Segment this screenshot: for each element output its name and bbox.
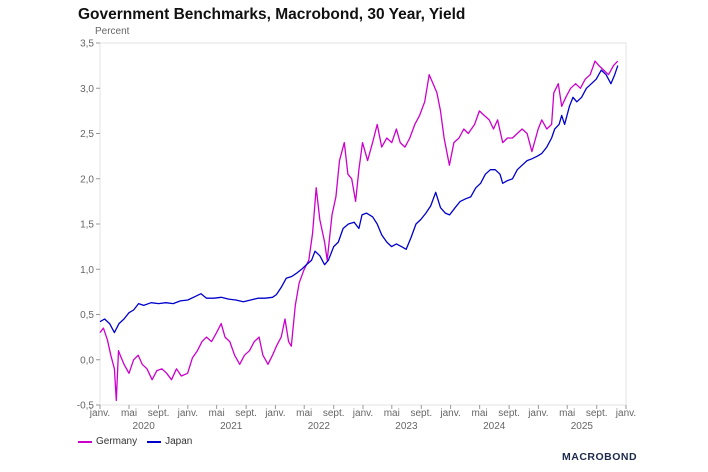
x-tick-label: mai xyxy=(296,408,312,419)
legend-label-germany: Germany xyxy=(96,436,138,447)
x-year-label: 2025 xyxy=(571,421,594,430)
plot-frame xyxy=(99,42,627,406)
y-tick-label: 0,5 xyxy=(80,310,94,321)
x-tick-label: mai xyxy=(121,408,137,419)
y-tick-label: 3,0 xyxy=(80,84,94,95)
chart-title: Government Benchmarks, Macrobond, 30 Yea… xyxy=(78,6,466,23)
series-lines xyxy=(99,60,619,402)
line-chart: Percent -0,5 0,0 0,5 1,0 1,5 2,0 2,5 3,0 3,5 jan… xyxy=(77,26,636,430)
x-tick-label: janv. xyxy=(439,408,460,419)
x-year-label: 2024 xyxy=(483,421,506,430)
x-tick-label: mai xyxy=(384,408,400,419)
x-tick-label: sept. xyxy=(235,408,257,419)
legend: Germany Japan xyxy=(78,436,192,447)
legend-item-germany[interactable]: Germany xyxy=(78,436,137,447)
legend-item-japan[interactable]: Japan xyxy=(147,436,192,447)
x-tick-label: sept. xyxy=(410,408,432,419)
y-tick-label: 0,0 xyxy=(80,355,94,366)
y-tick-label: 1,5 xyxy=(80,220,94,231)
y-tick-label: 1,0 xyxy=(80,265,94,276)
x-tick-label: mai xyxy=(559,408,575,419)
y-tick-label: 2,5 xyxy=(80,129,94,140)
x-tick-label: mai xyxy=(209,408,225,419)
x-year-label: 2023 xyxy=(395,421,418,430)
series-line-japan xyxy=(99,65,619,334)
x-tick-label: mai xyxy=(472,408,488,419)
series-line-germany xyxy=(99,60,619,402)
brand-logo: MACROBOND xyxy=(562,451,638,463)
x-tick-label: sept. xyxy=(498,408,520,419)
x-tick-label: sept. xyxy=(323,408,345,419)
legend-swatch-japan xyxy=(147,440,162,443)
x-tick-label: janv. xyxy=(177,408,198,419)
legend-label-japan: Japan xyxy=(165,436,193,447)
y-axis-ticks: -0,5 0,0 0,5 1,0 1,5 2,0 2,5 3,0 3,5 xyxy=(77,39,100,412)
y-tick-label: 2,0 xyxy=(80,174,94,185)
x-year-label: 2020 xyxy=(133,421,156,430)
legend-swatch-germany xyxy=(78,440,92,443)
x-tick-label: sept. xyxy=(148,408,170,419)
x-tick-label: sept. xyxy=(586,408,608,419)
y-tick-label: 3,5 xyxy=(80,39,94,50)
y-axis-unit-label: Percent xyxy=(95,26,130,37)
x-tick-label: janv. xyxy=(527,408,548,419)
x-tick-label: janv. xyxy=(352,408,373,419)
x-year-label: 2021 xyxy=(220,421,243,430)
y-tick-label: -0,5 xyxy=(77,401,95,412)
x-axis-ticks: janv. mai sept. janv. mai sept. janv. mai sept. j… xyxy=(89,405,636,430)
x-tick-label: janv. xyxy=(89,408,110,419)
x-tick-label: janv. xyxy=(615,408,636,419)
x-year-label: 2022 xyxy=(308,421,331,430)
x-tick-label: janv. xyxy=(264,408,285,419)
